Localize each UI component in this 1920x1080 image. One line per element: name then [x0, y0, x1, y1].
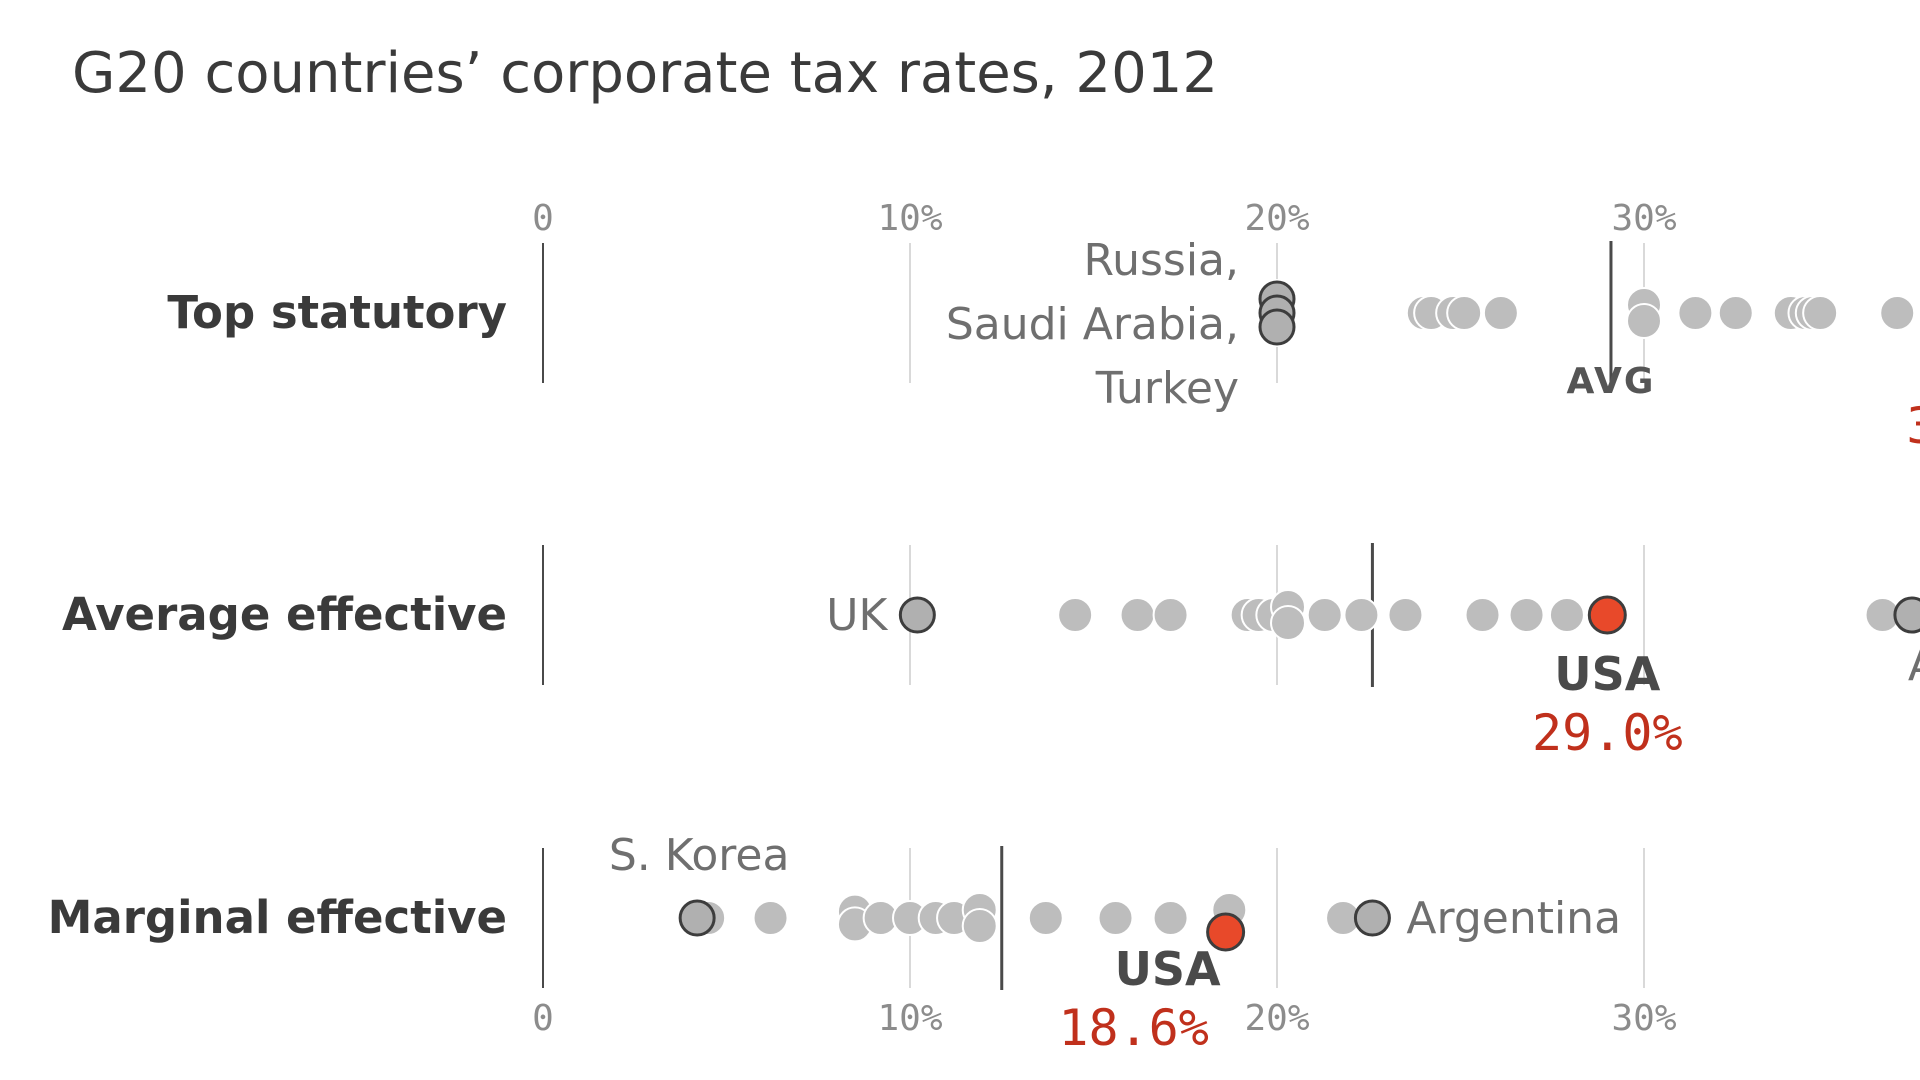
data-point: [1027, 900, 1064, 936]
rows-layer: 0 10% 20% 30% 0 10% 20% 30% Top statutory AVG Russ…: [48, 198, 1920, 1057]
data-point: [1152, 597, 1189, 633]
data-point: [1446, 295, 1483, 331]
bottom-tick-label: 30%: [1611, 998, 1676, 1039]
data-point: [1343, 597, 1380, 633]
top-tick-label: 0: [532, 198, 554, 239]
usa-value-label: 29.0%: [1532, 704, 1683, 762]
bottom-tick-label: 10%: [877, 998, 942, 1039]
data-point: [1119, 597, 1156, 633]
annotation-label: S. Korea: [609, 830, 790, 881]
row-0: Top statutory AVG Russia, Saudi Arabia, Turk…: [167, 235, 1920, 455]
usa-highlight-point: [1206, 912, 1246, 952]
row-label: Top statutory: [167, 286, 507, 339]
data-point: [1306, 597, 1343, 633]
annotated-point: [1258, 308, 1296, 346]
row-label: Average effective: [62, 588, 507, 641]
usa-value-label: 39.2%: [1906, 397, 1920, 455]
data-point: [1152, 900, 1189, 936]
annotation-label: Argentina: [1406, 893, 1621, 944]
usa-label: USA: [1554, 647, 1660, 701]
annotation-label: Argentina: [1908, 640, 1920, 691]
usa-value-label: 18.6%: [1058, 999, 1209, 1057]
data-point: [1802, 295, 1839, 331]
data-point: [1508, 597, 1545, 633]
bottom-tick-label: 20%: [1244, 998, 1309, 1039]
data-point: [1717, 295, 1754, 331]
usa-highlight-point: [1587, 595, 1627, 635]
chart-title: G20 countries’ corporate tax rates, 2012: [72, 41, 1218, 106]
data-point: [1464, 597, 1501, 633]
data-point: [1097, 900, 1134, 936]
annotated-point: [678, 899, 716, 937]
annotation-label: Saudi Arabia,: [946, 299, 1239, 350]
row-2: Marginal effective S. Korea Argentina USA18…: [48, 830, 1645, 1057]
data-point: [1548, 597, 1585, 633]
row-label: Marginal effective: [48, 891, 507, 944]
usa-label: USA: [1115, 942, 1221, 996]
data-point: [1677, 295, 1714, 331]
top-tick-label: 20%: [1244, 198, 1309, 239]
data-point: [752, 900, 789, 936]
top-tick-label: 30%: [1611, 198, 1676, 239]
annotation-label: Turkey: [1095, 363, 1239, 414]
data-point: [1387, 597, 1424, 633]
annotation-label: Russia,: [1083, 235, 1239, 286]
data-point: [1879, 295, 1916, 331]
data-point: [1482, 295, 1519, 331]
annotated-point: [1353, 899, 1391, 937]
data-point: [1057, 597, 1094, 633]
annotated-point: [898, 596, 936, 634]
top-tick-label: 10%: [877, 198, 942, 239]
data-point: [961, 908, 998, 944]
data-point: [1270, 605, 1307, 641]
annotation-label: UK: [826, 590, 888, 641]
average-label: AVG: [1567, 361, 1656, 402]
data-point: [1626, 303, 1662, 339]
annotated-point: [1893, 596, 1920, 634]
bottom-tick-label: 0: [532, 998, 554, 1039]
